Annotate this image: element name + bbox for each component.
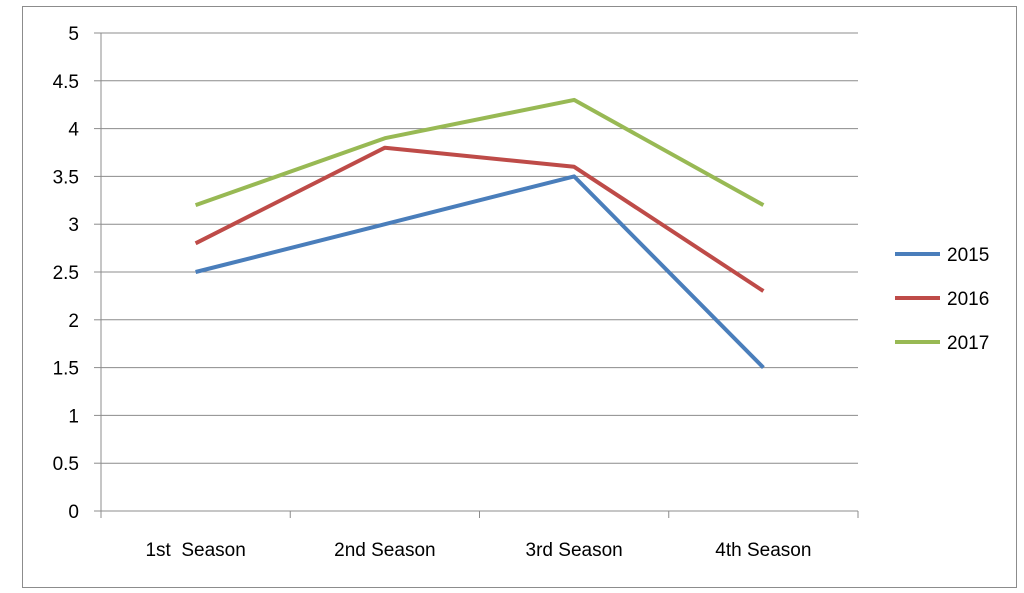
series-line-2015 [195,174,765,370]
series-line-2017 [194,97,765,207]
y-tick-label: 1 [68,406,79,427]
x-tick-label: 3rd Season [526,540,623,561]
chart-frame [22,6,1017,588]
legend-item-2016: 2016 [895,289,989,310]
x-tick-label: 4th Season [715,540,811,561]
legend-item-2015: 2015 [895,245,989,266]
legend-label: 2017 [947,333,989,354]
y-tick-label: 1.5 [53,359,79,380]
series-line-2016 [194,145,765,293]
legend-item-2017: 2017 [895,333,989,354]
y-tick-labels: 0 0.5 1 1.5 2 2.5 3 3.5 4 4.5 5 [53,24,80,523]
legend: 2015 2016 2017 [895,245,989,354]
y-tick-label: 2 [68,311,79,332]
x-tick-labels: 1st Season 2nd Season 3rd Season 4th Season [145,540,811,561]
series-lines [194,97,765,370]
y-tick-label: 3 [68,215,79,236]
legend-label: 2016 [947,289,989,310]
y-tick-label: 0 [68,502,79,523]
y-tick-label: 2.5 [53,263,79,284]
y-tick-label: 4 [68,120,79,141]
y-tick-label: 5 [68,24,79,45]
gridlines [101,32,858,464]
axes [94,32,859,518]
x-tick-label: 2nd Season [334,540,435,561]
x-tick-label: 1st Season [145,540,245,561]
y-tick-label: 0.5 [53,454,79,475]
legend-label: 2015 [947,245,989,266]
y-tick-label: 3.5 [53,167,79,188]
y-tick-label: 4.5 [53,72,79,93]
